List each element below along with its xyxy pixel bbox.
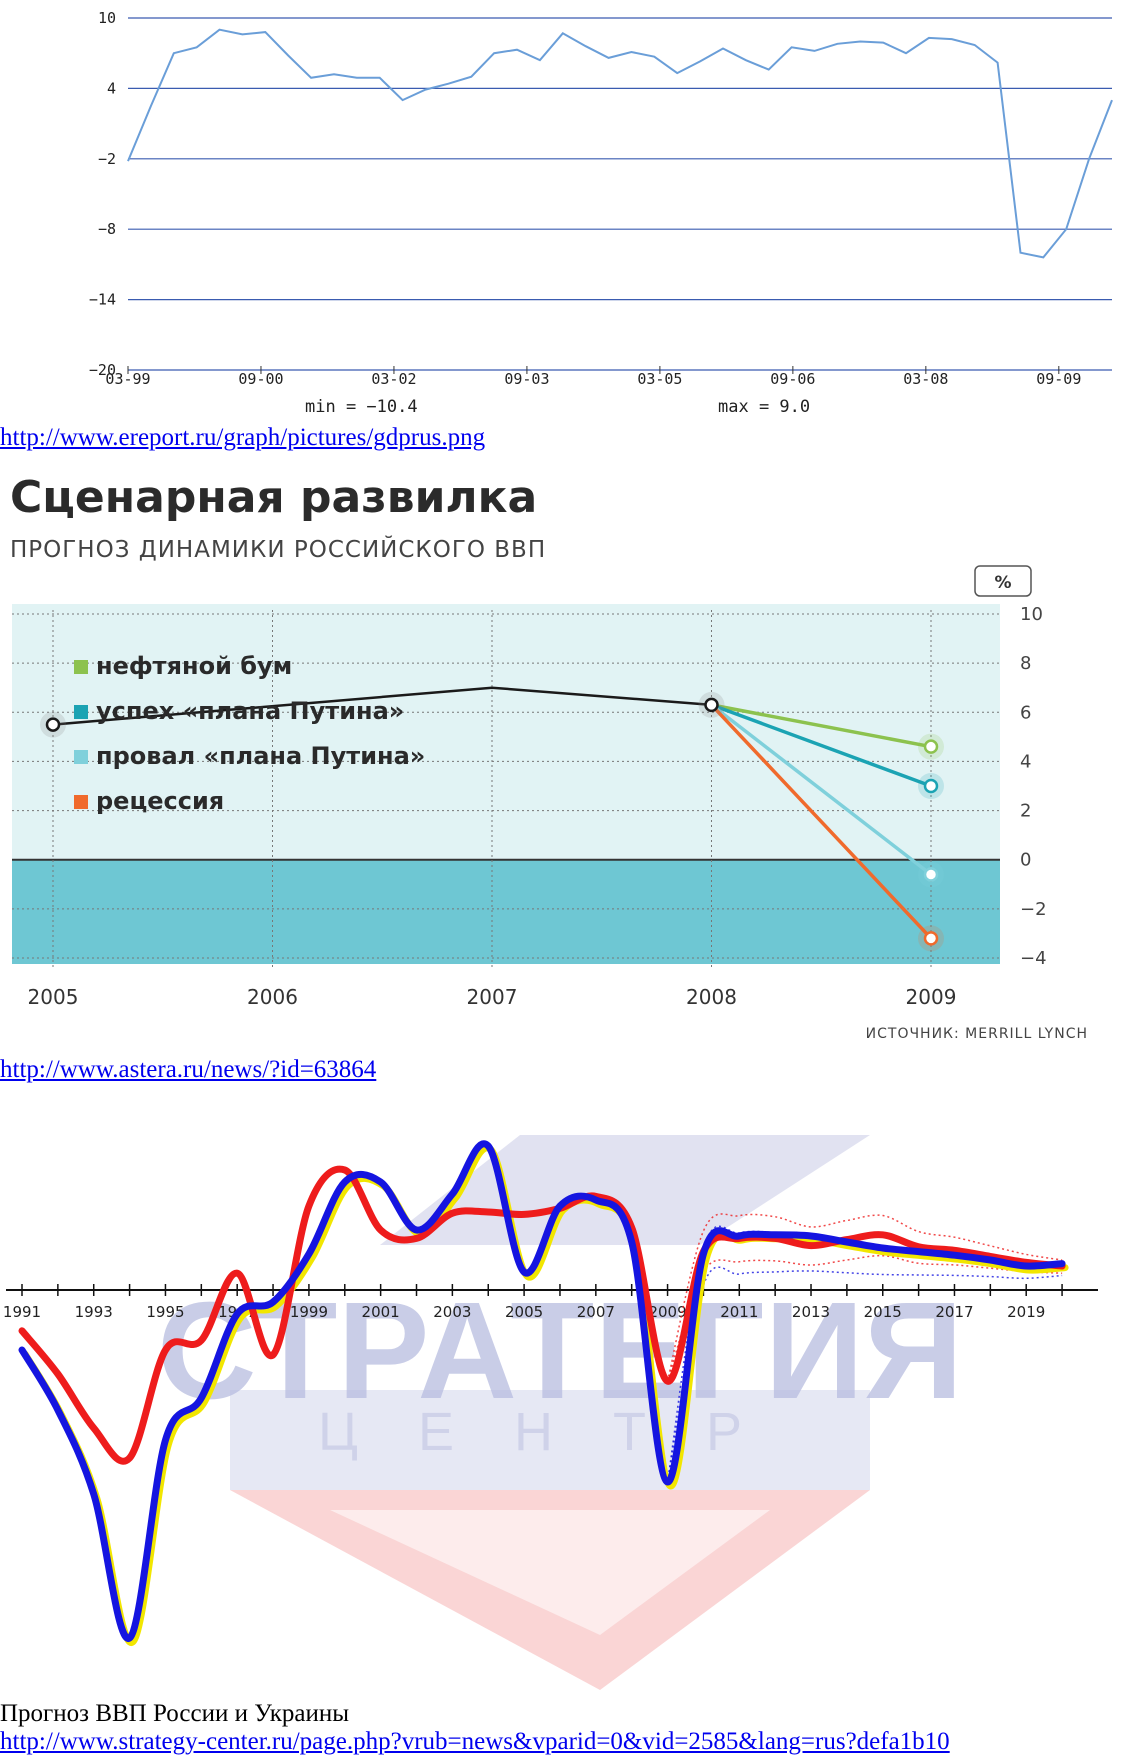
chart2-x-tick-labels: 2005 2006 2007 2008 2009 xyxy=(28,985,957,1009)
chart3-x-tick-label: 1995 xyxy=(146,1303,184,1321)
chart2-legend-swatch xyxy=(74,795,88,809)
chart2-y-tick-label: 4 xyxy=(1020,751,1031,772)
chart2-points xyxy=(40,691,944,952)
chart2-scenario-line xyxy=(710,703,933,940)
chart3-x-tick-label: 2003 xyxy=(433,1303,471,1321)
chart2-legend-label: провал «плана Путина» xyxy=(96,742,425,770)
chart3-x-tick-label: 1991 xyxy=(3,1303,41,1321)
chart2-legend-label: рецессия xyxy=(96,787,224,815)
chart2-actual-point xyxy=(704,697,719,713)
chart1-y-tick-label: −2 xyxy=(98,150,116,168)
chart2-scenario-line xyxy=(711,703,932,749)
chart2-negative-band xyxy=(12,859,1000,964)
chart1-y-tick-label: −8 xyxy=(98,220,116,238)
chart2-y-tick-label: −4 xyxy=(1020,948,1047,969)
chart1-x-ticks xyxy=(127,366,1060,374)
chart3-x-tick-label: 2005 xyxy=(505,1303,543,1321)
chart3-russia-line xyxy=(18,1165,1066,1465)
chart2-unit-box xyxy=(974,565,1032,597)
chart1-y-tick-labels: 10 4 −2 −8 −14 −20 xyxy=(89,9,116,379)
source-link-strategy-center[interactable]: http://www.strategy-center.ru/page.php?v… xyxy=(0,1728,950,1755)
russia-ukraine-gdp-forecast-chart: СТРАТЕГИЯ ЦЕНТР 1991 1993 1995 1997 1999 2001… xyxy=(3,1135,1098,1690)
chart2-legend-swatch xyxy=(74,750,88,764)
chart1-grid xyxy=(128,17,1112,371)
chart1-y-tick-label: 10 xyxy=(98,9,116,27)
chart1-x-tick-label: 03-08 xyxy=(903,370,948,388)
chart2-scenario-line xyxy=(710,703,932,788)
chart2-scenario-point xyxy=(923,778,939,794)
chart2-y-tick-label: 0 xyxy=(1020,850,1031,871)
chart3-x-tick-label: 2011 xyxy=(720,1303,758,1321)
chart3-x-tick-label: 1993 xyxy=(75,1303,113,1321)
chart1-gdp-line xyxy=(127,28,1113,259)
chart1-x-tick-label: 03-99 xyxy=(105,370,150,388)
chart3-x-tick-label: 1999 xyxy=(290,1303,328,1321)
chart1-x-tick-labels: 03-99 09-00 03-02 09-03 03-05 09-06 03-08 09-09 xyxy=(105,370,1081,388)
source-link-astera[interactable]: http://www.astera.ru/news/?id=63864 xyxy=(0,1056,377,1083)
chart2-legend: нефтяной бум успех «плана Путина» провал «… xyxy=(74,652,425,815)
chart1-max-annotation: max = 9.0 xyxy=(718,397,810,417)
chart2-x-tick-label: 2009 xyxy=(906,985,957,1009)
chart2-actual-point xyxy=(45,717,61,732)
chart1-x-tick-label: 09-09 xyxy=(1036,370,1081,388)
chart2-y-tick-label: 8 xyxy=(1020,653,1031,674)
chart2-x-tick-label: 2007 xyxy=(467,985,518,1009)
chart2-x-tick-label: 2005 xyxy=(28,985,79,1009)
chart2-y-tick-label: 6 xyxy=(1020,702,1031,723)
chart1-x-tick-label: 03-02 xyxy=(371,370,416,388)
chart3-x-tick-label: 2017 xyxy=(935,1303,973,1321)
chart3-x-tick-label: 2015 xyxy=(864,1303,902,1321)
watermark-word-center: ЦЕНТР xyxy=(318,1402,802,1462)
chart2-legend-label: успех «плана Путина» xyxy=(96,697,404,725)
chart1-y-tick-label: −20 xyxy=(89,361,116,379)
chart2-subtitle: ПРОГНОЗ ДИНАМИКИ РОССИЙСКОГО ВВП xyxy=(10,535,546,563)
chart2-bands xyxy=(12,604,1000,964)
chart2-scenario-line xyxy=(710,703,933,876)
chart3-x-tick-label: 2007 xyxy=(577,1303,615,1321)
chart2-lines xyxy=(52,686,933,940)
chart3-x-tick-label: 2001 xyxy=(362,1303,400,1321)
chart2-y-tick-label: −2 xyxy=(1020,899,1047,920)
chart3-x-tick-label: 2009 xyxy=(648,1303,686,1321)
chart1-y-tick-label: 4 xyxy=(107,79,116,97)
chart2-x-tick-label: 2008 xyxy=(686,985,737,1009)
chart2-source: ИСТОЧНИК: MERRILL LYNCH xyxy=(866,1026,1088,1042)
chart2-legend-label: нефтяной бум xyxy=(96,652,292,680)
chart3-x-tick-label: 2019 xyxy=(1007,1303,1045,1321)
source-link-ereport[interactable]: http://www.ereport.ru/graph/pictures/gdp… xyxy=(0,424,486,451)
chart2-legend-swatch xyxy=(74,660,88,674)
chart1-y-tick-label: −14 xyxy=(89,291,116,309)
chart2-scenario-point xyxy=(923,867,939,882)
scenario-chart: Сценарная развилка ПРОГНОЗ ДИНАМИКИ РОСС… xyxy=(10,472,1088,1042)
chart1-min-annotation: min = −10.4 xyxy=(305,397,418,417)
chart3-x-axis xyxy=(6,1284,1098,1296)
chart2-actual-line xyxy=(52,686,712,726)
chart3-caption: Прогноз ВВП России и Украины xyxy=(0,1700,349,1727)
chart3-forecast-dotted-line xyxy=(666,1254,1063,1382)
gdp-growth-chart: 104−2−8−14−20 03-99 09-00 03-02 09-03 03-05 0… xyxy=(89,9,1113,417)
chart3-ukraine-line xyxy=(18,1140,1066,1642)
chart2-y-tick-label: 10 xyxy=(1020,604,1043,625)
chart2-legend-swatch xyxy=(74,705,88,719)
chart3-x-tick-labels: 1991 1993 1995 1997 1999 2001 2003 2005 2007 2009… xyxy=(3,1303,1045,1321)
chart1-x-tick-label: 03-05 xyxy=(637,370,682,388)
chart2-unit-label: % xyxy=(994,573,1011,593)
chart2-x-tick-label: 2006 xyxy=(247,985,298,1009)
chart2-scenario-point xyxy=(923,739,939,754)
chart2-title: Сценарная развилка xyxy=(10,472,537,523)
chart3-forecast-dotted-line xyxy=(666,1266,1063,1483)
chart1-x-tick-label: 09-03 xyxy=(504,370,549,388)
chart2-scenario-point xyxy=(923,931,939,946)
chart1-series xyxy=(127,28,1113,259)
chart2-positive-band xyxy=(12,604,1000,860)
chart1-x-tick-label: 09-06 xyxy=(770,370,815,388)
chart2-y-tick-labels: 10 8 6 4 2 0 −2 −4 xyxy=(1020,604,1047,969)
chart1-x-tick-label: 09-00 xyxy=(238,370,283,388)
chart3-x-tick-label: 2013 xyxy=(792,1303,830,1321)
chart3-series xyxy=(18,1140,1069,1646)
chart2-y-tick-label: 2 xyxy=(1020,801,1031,822)
chart3-forecast-dotted-line xyxy=(666,1213,1063,1382)
